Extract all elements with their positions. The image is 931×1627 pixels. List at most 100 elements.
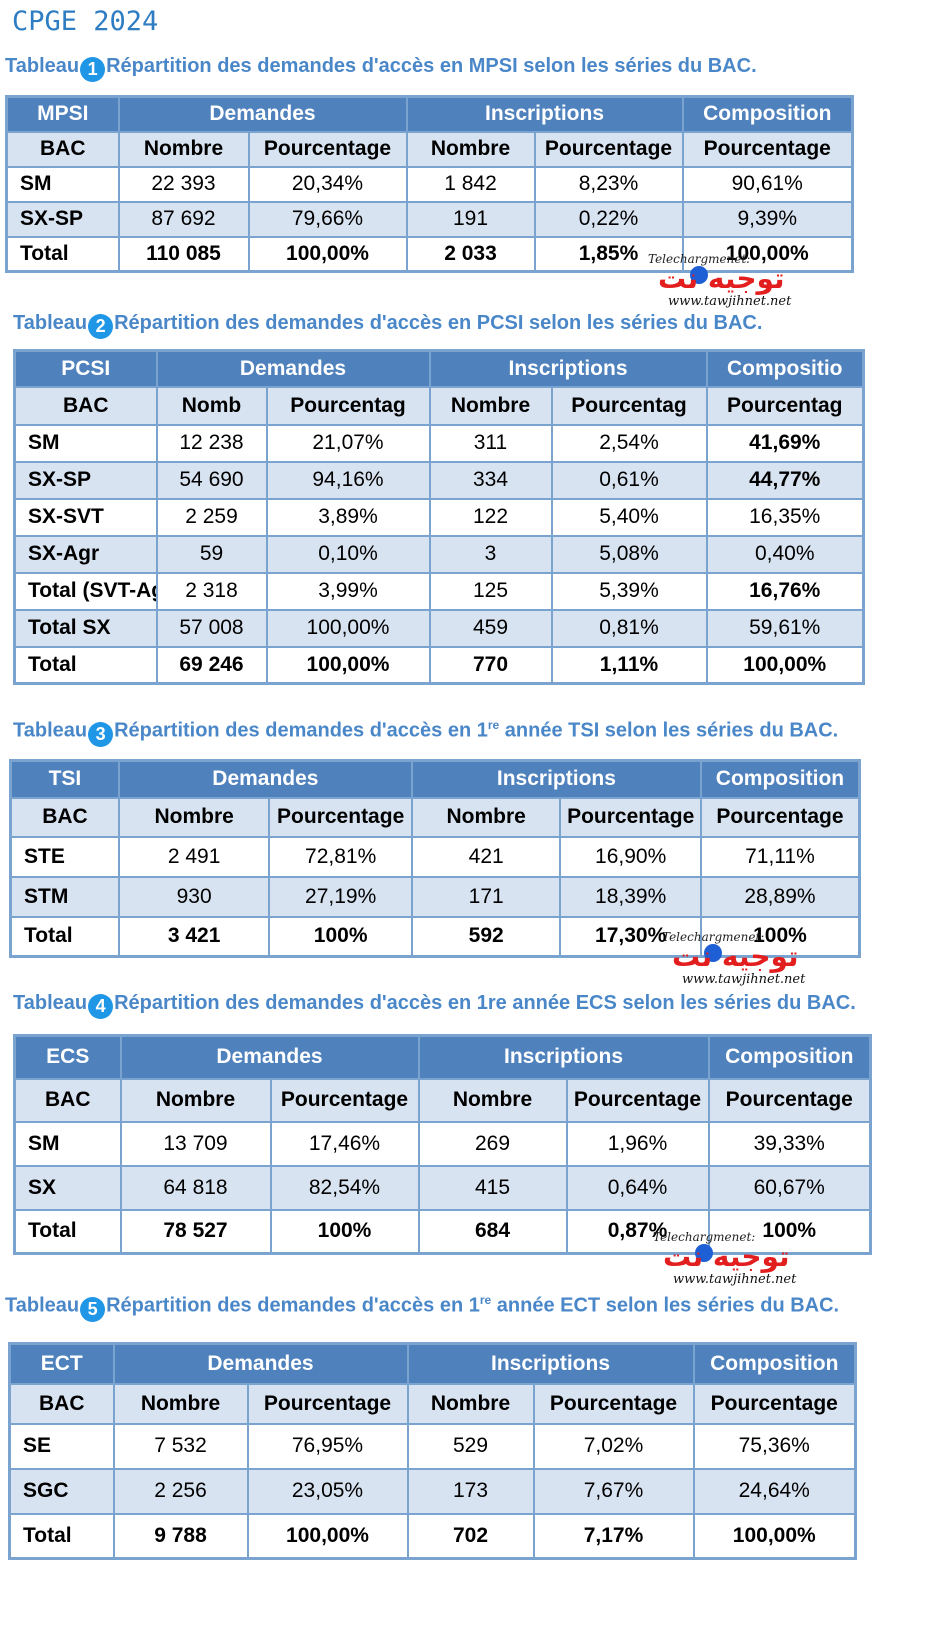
table-cell: 100% bbox=[707, 1208, 872, 1255]
header-cell: Inscriptions bbox=[406, 1342, 695, 1385]
table-cell: 17,46% bbox=[269, 1120, 420, 1167]
header-cell: Composition bbox=[699, 759, 861, 799]
table-cell: 24,64% bbox=[692, 1467, 857, 1515]
table-cell: 16,90% bbox=[559, 835, 702, 878]
watermark-logo: Telechargmenet: توجيه نت www.tawjihnet.n… bbox=[662, 930, 812, 990]
table-number-badge: 2 bbox=[88, 314, 114, 339]
table-cell: 2 491 bbox=[117, 835, 271, 878]
table-cell: 76,95% bbox=[246, 1422, 409, 1470]
table-cell: 1,85% bbox=[533, 235, 684, 273]
table-3-caption: Tableau 3 Répartition des demandes d'accès… bbox=[13, 718, 838, 747]
subheader-cell: Nombre bbox=[428, 385, 553, 426]
table-cell: 122 bbox=[428, 497, 553, 537]
table-cell: 9,39% bbox=[681, 200, 854, 238]
table-cell: 8,23% bbox=[533, 165, 684, 203]
row-label: Total bbox=[13, 1208, 122, 1255]
table-cell: 100% bbox=[268, 915, 413, 958]
row-label: SM bbox=[13, 423, 158, 463]
table-cell: 71,11% bbox=[699, 835, 861, 878]
table-row: Total SX 57 008 100,00% 459 0,81% 59,61% bbox=[13, 608, 865, 648]
table-cell: 421 bbox=[410, 835, 562, 878]
table-cell: 100,00% bbox=[681, 235, 854, 273]
table-row: SM 13 709 17,46% 269 1,96% 39,33% bbox=[13, 1120, 872, 1167]
table-cell: 100,00% bbox=[246, 1512, 409, 1560]
table-4-caption: Tableau 4 Répartition des demandes d'accès… bbox=[13, 992, 856, 1019]
caption-sup: re bbox=[479, 1293, 492, 1307]
table-cell: 3,89% bbox=[265, 497, 431, 537]
watermark-arabic: توجيه نت bbox=[663, 1240, 790, 1273]
subheader-cell: Pourcentag bbox=[705, 385, 865, 426]
row-label: SGC bbox=[8, 1467, 115, 1515]
caption-text: Répartition des demandes d'accès en MPSI… bbox=[106, 55, 757, 77]
header-cell: ECS bbox=[13, 1034, 122, 1080]
globe-icon bbox=[695, 1244, 713, 1262]
table-cell: 39,33% bbox=[707, 1120, 872, 1167]
table-cell: 7,17% bbox=[532, 1512, 695, 1560]
table-cell: 930 bbox=[117, 875, 271, 918]
subheader-cell: Pourcentage bbox=[247, 130, 408, 168]
table-cell: 60,67% bbox=[707, 1164, 872, 1211]
table-row: SE 7 532 76,95% 529 7,02% 75,36% bbox=[8, 1422, 857, 1470]
caption-text: Répartition des demandes d'accès en 1 bbox=[106, 1294, 480, 1317]
table-cell: 28,89% bbox=[699, 875, 861, 918]
row-label: SX-SVT bbox=[13, 497, 158, 537]
subheader-cell: Pourcentage bbox=[268, 796, 413, 838]
table-row: Total (SVT-Agr) 2 318 3,99% 125 5,39% 16… bbox=[13, 571, 865, 611]
table-row-total: Total 110 085 100,00% 2 033 1,85% 100,00… bbox=[5, 235, 854, 273]
caption-text: Répartition des demandes d'accès en 1re … bbox=[114, 992, 856, 1014]
table-row-total: Total 78 527 100% 684 0,87% 100% bbox=[13, 1208, 872, 1255]
table-cell: 1 842 bbox=[405, 165, 536, 203]
table-cell: 0,81% bbox=[550, 608, 708, 648]
table-cell: 3 bbox=[428, 534, 553, 574]
table-cell: 82,54% bbox=[269, 1164, 420, 1211]
caption-text: année TSI selon les séries du BAC. bbox=[499, 719, 839, 742]
header-cell: TSI bbox=[9, 759, 120, 799]
table-mpsi: MPSI Demandes Inscriptions Composition B… bbox=[5, 95, 854, 273]
caption-text: année ECT selon les séries du BAC. bbox=[491, 1294, 840, 1317]
caption-prefix: Tableau bbox=[13, 719, 88, 742]
table-cell: 44,77% bbox=[705, 460, 865, 500]
table-row: SM 12 238 21,07% 311 2,54% 41,69% bbox=[13, 423, 865, 463]
subheader-cell: Pourcentage bbox=[707, 1077, 872, 1123]
table-cell: 7,67% bbox=[532, 1467, 695, 1515]
watermark-url: www.tawjihnet.net bbox=[668, 294, 792, 309]
caption-text: Répartition des demandes d'accès en PCSI… bbox=[114, 312, 763, 334]
table-number-badge: 4 bbox=[88, 994, 114, 1019]
table-cell: 20,34% bbox=[247, 165, 408, 203]
row-label-text: Total bbox=[28, 579, 77, 602]
table-cell: 3 421 bbox=[117, 915, 271, 958]
table-cell: 23,05% bbox=[246, 1467, 409, 1515]
watermark-url: www.tawjihnet.net bbox=[682, 972, 806, 987]
row-label: SM bbox=[5, 165, 120, 203]
subheader-cell: BAC bbox=[9, 796, 120, 838]
table-cell: 2,54% bbox=[550, 423, 708, 463]
table-cell: 16,35% bbox=[705, 497, 865, 537]
table-cell: 12 238 bbox=[155, 423, 268, 463]
table-cell: 415 bbox=[417, 1164, 568, 1211]
table-cell: 16,76% bbox=[705, 571, 865, 611]
table-cell: 684 bbox=[417, 1208, 568, 1255]
subheader-cell: Pourcentage bbox=[532, 1382, 695, 1425]
watermark-text: Telechargmenet: bbox=[648, 252, 751, 266]
subheader-cell: Nombre bbox=[112, 1382, 249, 1425]
row-label: SM bbox=[13, 1120, 122, 1167]
table-cell: 0,61% bbox=[550, 460, 708, 500]
caption-text: Répartition des demandes d'accès en 1 bbox=[114, 719, 488, 742]
header-cell: ECT bbox=[8, 1342, 115, 1385]
table-cell: 7,02% bbox=[532, 1422, 695, 1470]
table-row: SGC 2 256 23,05% 173 7,67% 24,64% bbox=[8, 1467, 857, 1515]
page-title: CPGE 2024 bbox=[12, 6, 159, 37]
header-cell: Composition bbox=[707, 1034, 872, 1080]
row-label: Total (SVT-Agr) bbox=[13, 571, 158, 611]
subheader-cell: BAC bbox=[13, 1077, 122, 1123]
table-cell: 79,66% bbox=[247, 200, 408, 238]
table-pcsi: PCSI Demandes Inscriptions Compositio BA… bbox=[13, 349, 865, 685]
table-cell: 459 bbox=[428, 608, 553, 648]
table-cell: 87 692 bbox=[117, 200, 250, 238]
watermark-arabic: توجيه نت bbox=[672, 940, 799, 973]
row-label: SX-SP bbox=[5, 200, 120, 238]
subheader-cell: Nombre bbox=[119, 1077, 272, 1123]
table-cell: 592 bbox=[410, 915, 562, 958]
table-cell: 529 bbox=[406, 1422, 535, 1470]
table-ecs: ECS Demandes Inscriptions Composition BA… bbox=[13, 1034, 872, 1255]
